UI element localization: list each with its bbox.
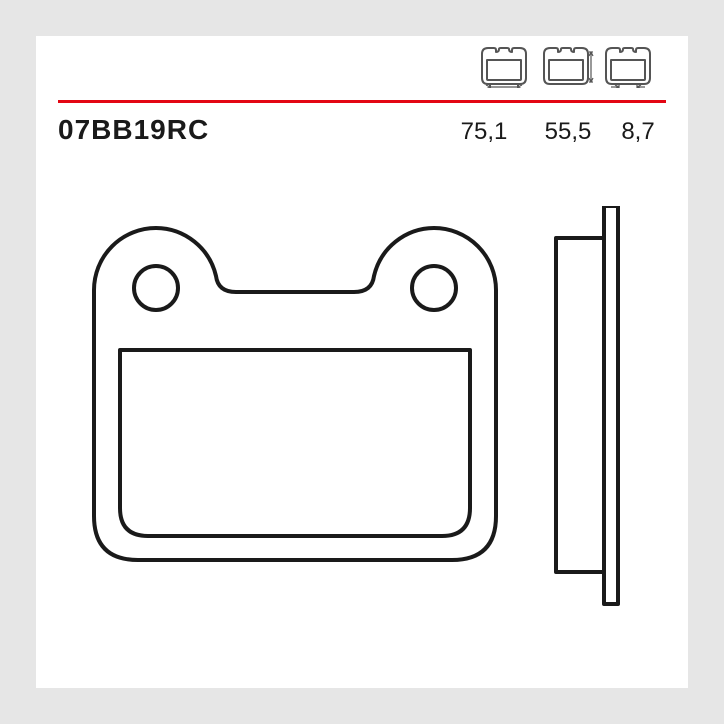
dimension-icons-row: [476, 44, 656, 93]
technical-drawing: [76, 206, 648, 636]
dim-width: 75,1: [442, 118, 526, 146]
product-card: 07BB19RC 75,1 55,5 8,7: [36, 36, 688, 688]
width-icon: [476, 44, 532, 93]
accent-divider: [58, 100, 666, 103]
thickness-icon: [600, 44, 656, 93]
dim-height: 55,5: [526, 118, 610, 146]
spec-row: 07BB19RC 75,1 55,5 8,7: [58, 114, 666, 146]
dimensions-group: 75,1 55,5 8,7: [442, 118, 666, 146]
part-number: 07BB19RC: [58, 114, 209, 146]
height-icon: [538, 44, 594, 93]
dim-thickness: 8,7: [610, 118, 666, 146]
